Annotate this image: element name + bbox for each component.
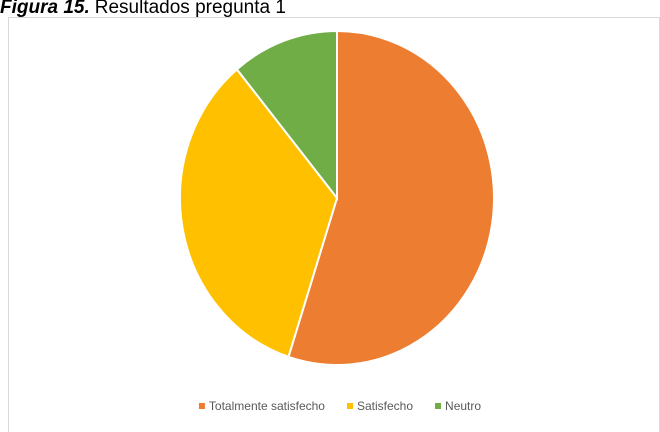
chart-title: Figura 15. Resultados pregunta 1 [0,0,286,18]
pie-slice [235,29,338,201]
figure-label: Figura 15. [0,0,90,18]
legend-label: Satisfecho [357,399,413,413]
legend-swatch [198,403,205,409]
pie-slice [179,67,339,359]
legend-label: Totalmente satisfecho [209,399,325,413]
legend-label: Neutro [445,399,481,413]
title-text: Resultados pregunta 1 [95,0,286,18]
legend-swatch [346,403,353,409]
legend-swatch [435,403,442,409]
pie-slice [287,29,495,366]
